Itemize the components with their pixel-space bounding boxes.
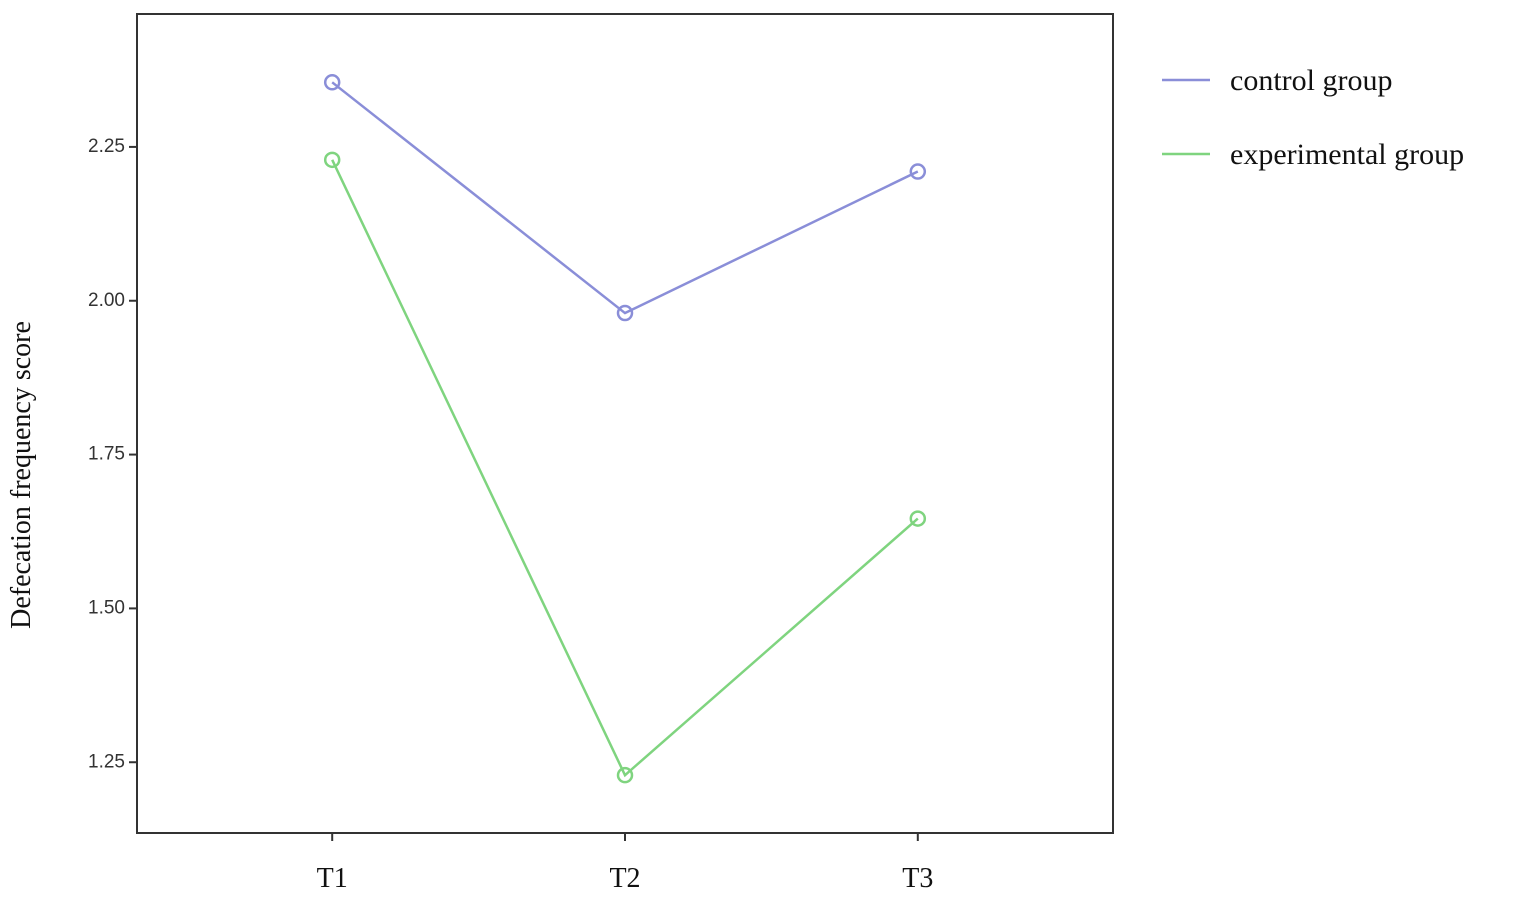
x-tick-label: T2 <box>609 863 640 894</box>
x-tick-label: T1 <box>317 863 348 894</box>
point-marker <box>616 766 634 784</box>
point-marker <box>323 151 341 169</box>
point-marker <box>616 304 634 322</box>
point-marker <box>909 510 927 527</box>
point-marker <box>909 163 927 180</box>
series-line <box>331 81 919 315</box>
y-tick-label: 2.25 <box>88 136 125 157</box>
y-tick-label: 1.50 <box>88 597 125 618</box>
y-tick-label: 2.00 <box>88 290 125 311</box>
series-line <box>331 159 919 778</box>
legend-label: control group <box>1230 64 1392 97</box>
point-marker <box>323 74 341 91</box>
legend-label: experimental group <box>1230 138 1464 171</box>
plot-frame <box>136 13 1114 834</box>
y-axis-label: Defecation frequency score <box>6 321 37 629</box>
x-tick-label: T3 <box>902 863 933 894</box>
y-tick-label: 1.75 <box>88 444 125 465</box>
y-tick-label: 1.25 <box>88 751 125 772</box>
